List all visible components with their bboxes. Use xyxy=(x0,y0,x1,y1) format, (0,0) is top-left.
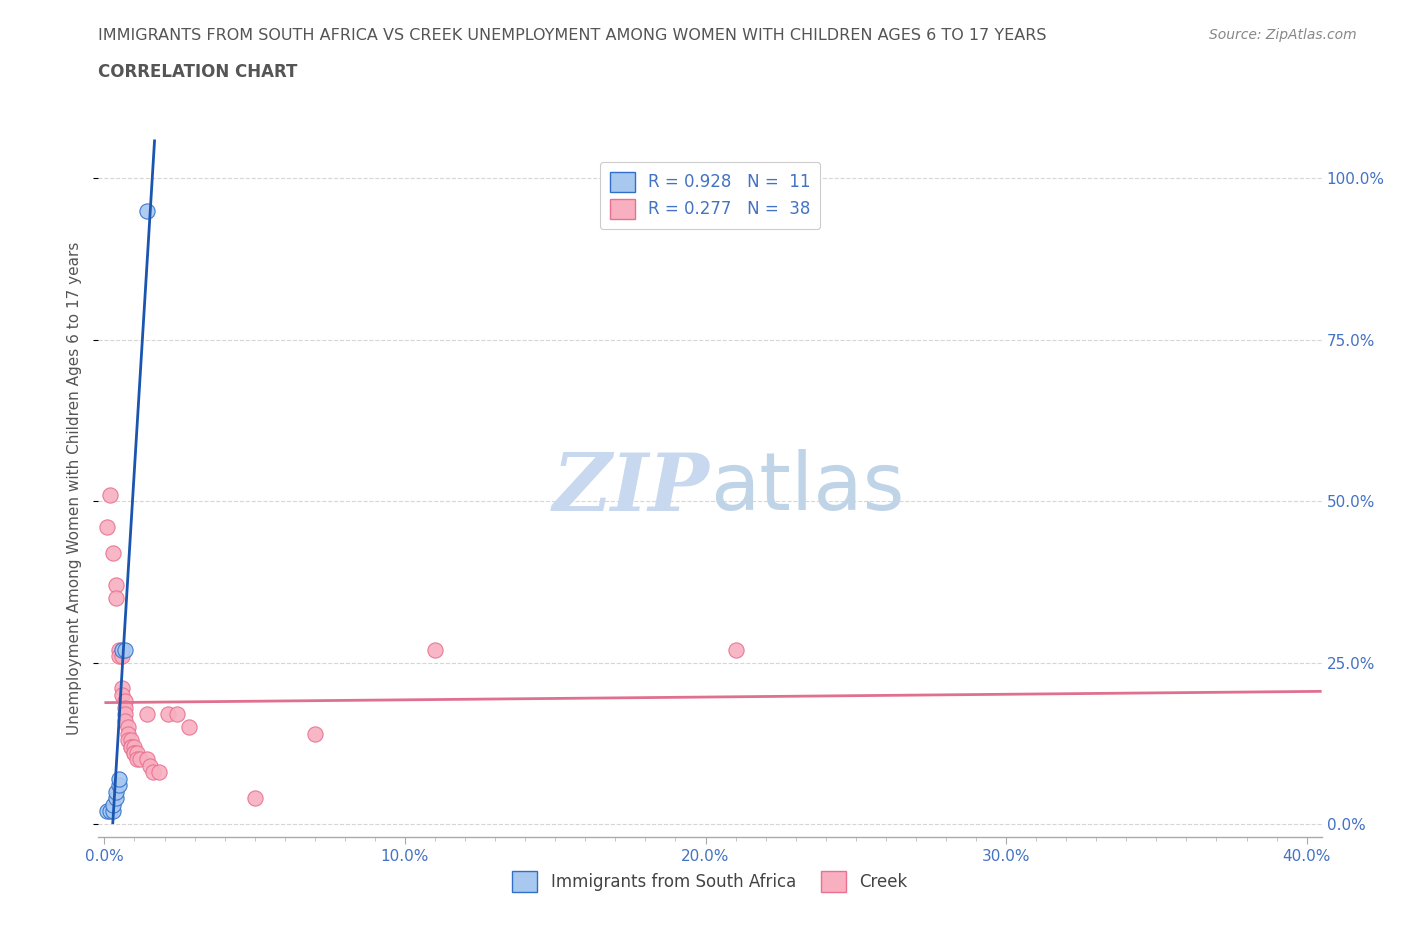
Y-axis label: Unemployment Among Women with Children Ages 6 to 17 years: Unemployment Among Women with Children A… xyxy=(67,242,83,735)
Point xyxy=(121,739,143,754)
Point xyxy=(114,707,136,722)
Point xyxy=(423,643,446,658)
Point xyxy=(177,720,200,735)
Point xyxy=(103,804,125,818)
Point xyxy=(105,784,128,799)
Point xyxy=(108,772,131,787)
Point xyxy=(111,681,134,696)
Point xyxy=(108,643,131,658)
Point xyxy=(103,545,125,560)
Point xyxy=(138,759,160,774)
Point xyxy=(105,578,128,592)
Point xyxy=(724,643,747,658)
Point xyxy=(105,790,128,805)
Point xyxy=(121,739,143,754)
Point xyxy=(127,752,149,767)
Point xyxy=(114,694,136,709)
Point xyxy=(304,726,326,741)
Point xyxy=(114,713,136,728)
Text: Source: ZipAtlas.com: Source: ZipAtlas.com xyxy=(1209,28,1357,42)
Point xyxy=(100,804,122,818)
Point xyxy=(243,790,266,805)
Point xyxy=(117,720,139,735)
Legend: Immigrants from South Africa, Creek: Immigrants from South Africa, Creek xyxy=(506,865,914,898)
Point xyxy=(103,797,125,812)
Point xyxy=(114,700,136,715)
Point xyxy=(121,733,143,748)
Point xyxy=(96,520,118,535)
Point xyxy=(156,707,179,722)
Point xyxy=(105,591,128,605)
Point xyxy=(127,746,149,761)
Point xyxy=(96,804,118,818)
Point xyxy=(135,752,157,767)
Point xyxy=(124,739,146,754)
Point xyxy=(111,643,134,658)
Point xyxy=(117,726,139,741)
Point xyxy=(124,746,146,761)
Text: ZIP: ZIP xyxy=(553,449,710,527)
Point xyxy=(124,746,146,761)
Text: IMMIGRANTS FROM SOUTH AFRICA VS CREEK UNEMPLOYMENT AMONG WOMEN WITH CHILDREN AGE: IMMIGRANTS FROM SOUTH AFRICA VS CREEK UN… xyxy=(98,28,1047,43)
Point xyxy=(148,765,170,780)
Point xyxy=(166,707,188,722)
Point xyxy=(100,487,122,502)
Point xyxy=(129,752,152,767)
Point xyxy=(111,649,134,664)
Point xyxy=(108,649,131,664)
Point xyxy=(135,707,157,722)
Point xyxy=(114,643,136,658)
Point xyxy=(108,777,131,792)
Point xyxy=(117,733,139,748)
Point xyxy=(135,203,157,218)
Text: atlas: atlas xyxy=(710,449,904,527)
Point xyxy=(141,765,163,780)
Point xyxy=(111,687,134,702)
Text: CORRELATION CHART: CORRELATION CHART xyxy=(98,63,298,81)
